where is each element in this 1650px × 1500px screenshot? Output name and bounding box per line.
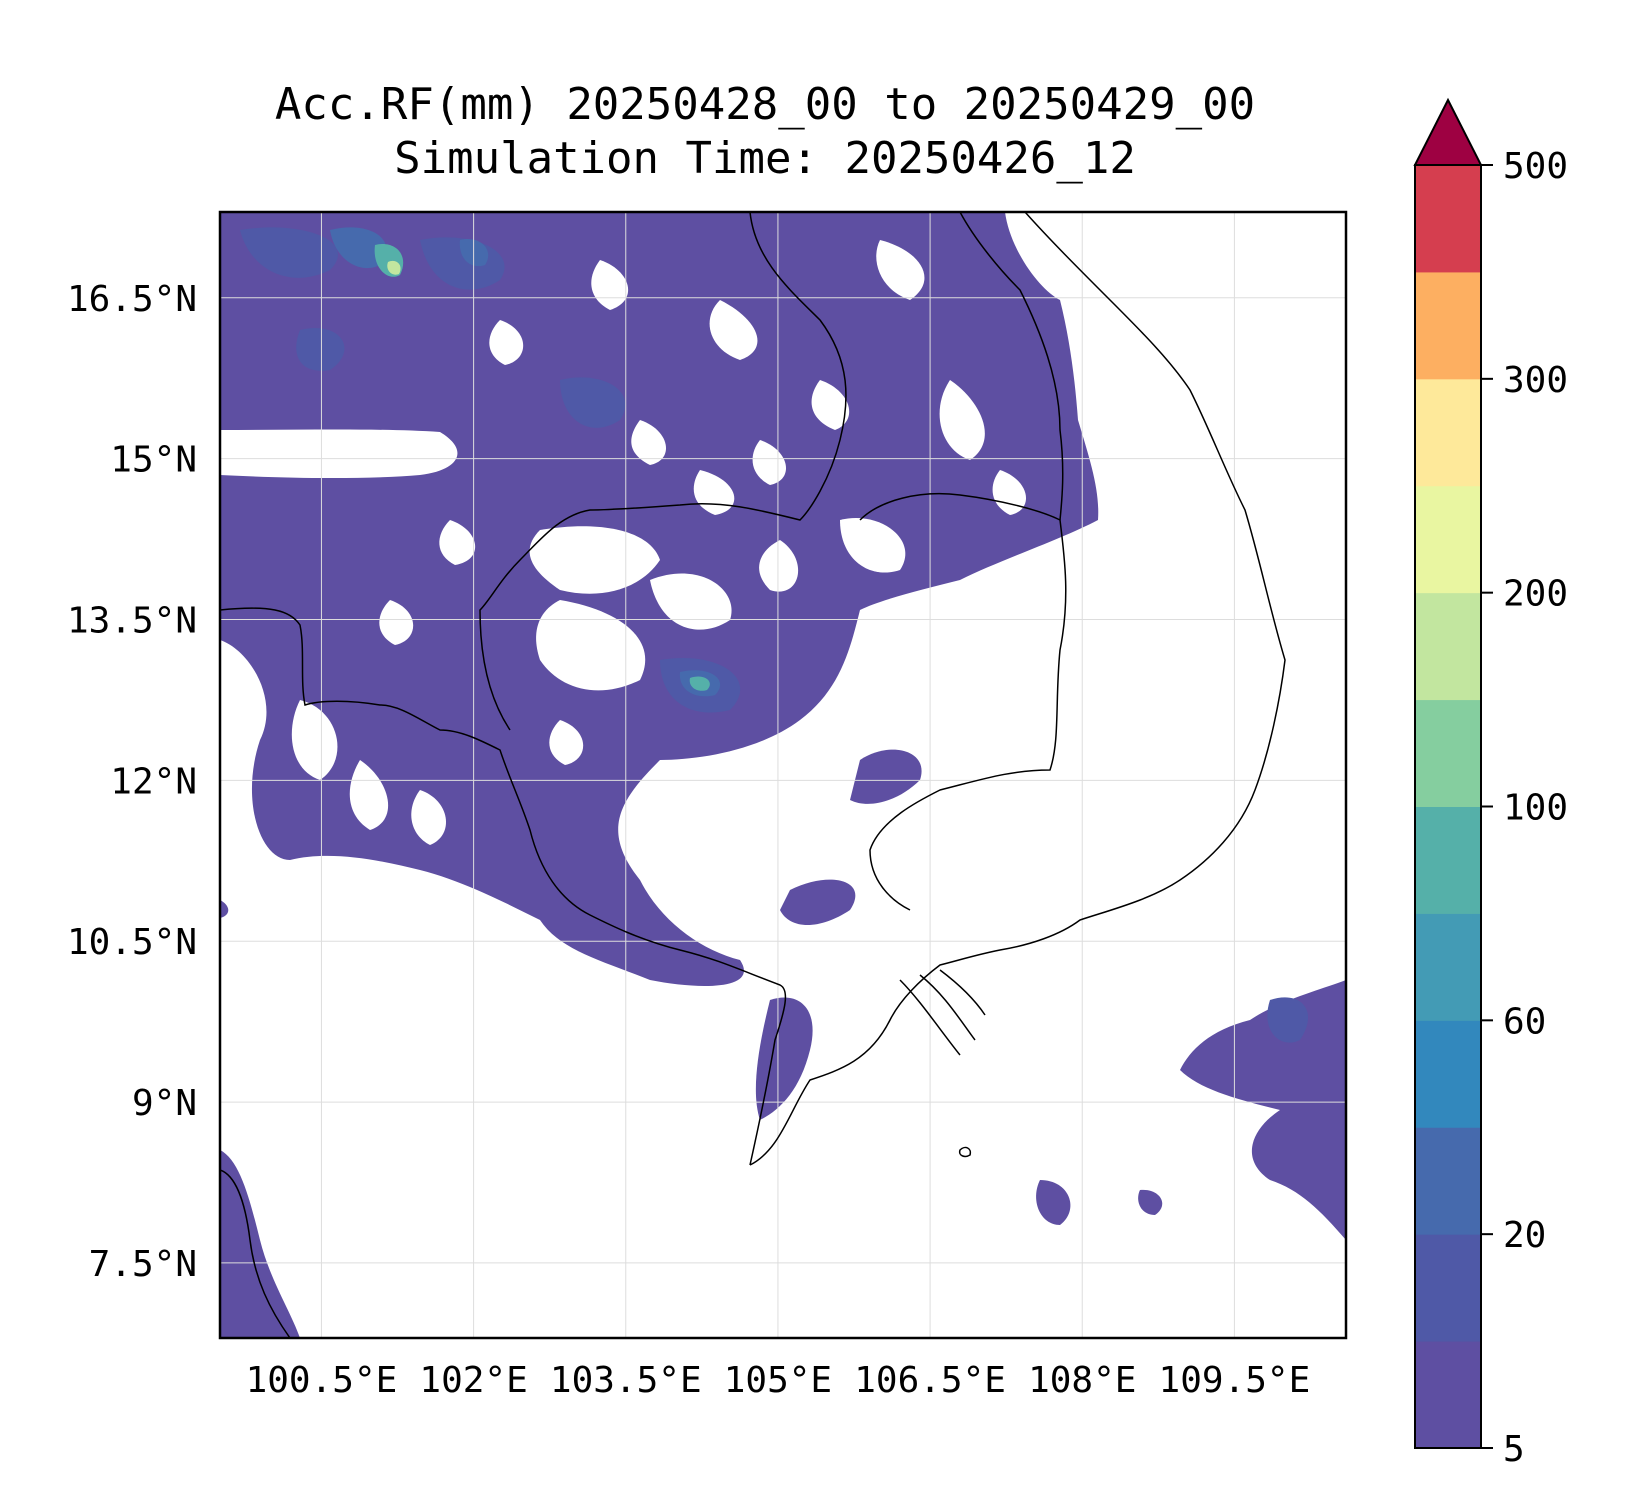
coastlines-borders: [220, 212, 1286, 1338]
lat-tick-label: 12°N: [110, 761, 197, 802]
chart-title: Acc.RF(mm) 20250428_00 to 20250429_00: [274, 79, 1256, 130]
rain-area-southwest: [220, 1150, 300, 1338]
latitude-tick-labels: 16.5°N 15°N 13.5°N 12°N 10.5°N 9°N 7.5°N: [67, 279, 197, 1285]
lat-tick-label: 15°N: [110, 440, 197, 481]
colorbar-bin: [1415, 1020, 1481, 1128]
cambodia-vietnam-border: [859, 492, 1067, 911]
colorbar-tick-label: 60: [1503, 1001, 1546, 1042]
lon-tick-label: 106.5°E: [854, 1360, 1006, 1401]
lat-tick-label: 16.5°N: [67, 279, 197, 320]
lon-tick-label: 108°E: [1028, 1360, 1136, 1401]
vietnam-coastline: [749, 212, 1286, 1166]
colorbar-bin: [1415, 271, 1481, 380]
chart-subtitle: Simulation Time: 20250426_12: [394, 133, 1136, 184]
colorbar-bin: [1415, 1127, 1481, 1235]
colorbar-bin: [1415, 485, 1481, 594]
lat-tick-label: 13.5°N: [67, 601, 197, 642]
colorbar-tick-label: 200: [1503, 574, 1568, 615]
rain-area-east-sea: [1180, 980, 1346, 1240]
rain-area-delta: [755, 997, 813, 1120]
colorbar-tick-label: 500: [1503, 146, 1568, 187]
malay-peninsula-coast: [220, 1169, 291, 1338]
rain-area-south-blob: [1138, 1189, 1163, 1215]
colorbar-bin: [1415, 806, 1481, 914]
colorbar-bin: [1415, 165, 1481, 273]
lon-tick-label: 102°E: [419, 1360, 527, 1401]
colorbar-tick-label: 5: [1503, 1429, 1525, 1470]
colorbar-extend-arrow: [1413, 97, 1483, 166]
plot-frame: [218, 210, 1348, 1340]
rainfall-contours: [220, 212, 1346, 1338]
phu-quoc-island: [958, 1146, 972, 1158]
laos-cambodia-border: [479, 212, 847, 731]
colorbar-bin: [1415, 1341, 1481, 1449]
colorbar-bin: [1415, 913, 1481, 1021]
map-gridlines: [220, 212, 1346, 1338]
laos-vietnam-border: [959, 212, 1064, 521]
longitude-tick-labels: 100.5°E 102°E 103.5°E 105°E 106.5°E 108°E 109.…: [246, 1360, 1311, 1401]
mekong-delta-islands: [899, 969, 986, 1056]
colorbar-tick-label: 100: [1503, 788, 1568, 829]
colorbar: 5 20 60 100 200 300 500: [1413, 97, 1568, 1470]
colorbar-bin: [1415, 699, 1481, 807]
colorbar-bin: [1415, 592, 1481, 701]
rain-area-east-central: [850, 749, 922, 804]
lon-tick-label: 109.5°E: [1159, 1360, 1311, 1401]
colorbar-tick-label: 20: [1503, 1215, 1546, 1256]
lon-tick-label: 105°E: [724, 1360, 832, 1401]
lon-tick-label: 103.5°E: [550, 1360, 702, 1401]
lat-tick-label: 7.5°N: [89, 1244, 197, 1285]
lat-tick-label: 10.5°N: [67, 922, 197, 963]
rain-area-west-edge: [220, 900, 229, 918]
rain-area-south-cambodia: [780, 879, 856, 925]
colorbar-tick-label: 300: [1503, 360, 1568, 401]
colorbar-bin: [1415, 378, 1481, 487]
gulf-of-thailand-coast: [220, 607, 787, 1166]
lon-tick-label: 100.5°E: [246, 1360, 398, 1401]
rain-band-150-200: [387, 260, 401, 275]
colorbar-bin: [1415, 1234, 1481, 1342]
lat-tick-label: 9°N: [132, 1083, 197, 1124]
rain-area-southeast-blob: [1036, 1180, 1071, 1225]
